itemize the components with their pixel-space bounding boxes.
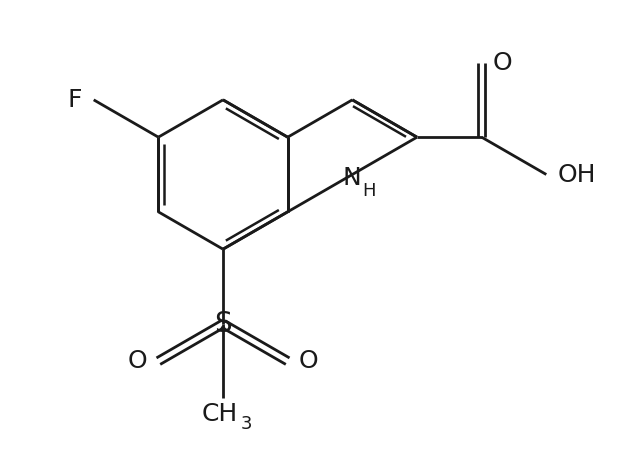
Text: H: H [362, 182, 376, 200]
Text: O: O [299, 349, 319, 373]
Text: CH: CH [201, 402, 237, 426]
Text: O: O [127, 349, 147, 373]
Text: 3: 3 [241, 415, 253, 433]
Text: OH: OH [557, 163, 596, 187]
Text: F: F [68, 88, 83, 112]
Text: O: O [493, 51, 513, 75]
Text: S: S [214, 310, 232, 338]
Text: N: N [343, 166, 362, 190]
